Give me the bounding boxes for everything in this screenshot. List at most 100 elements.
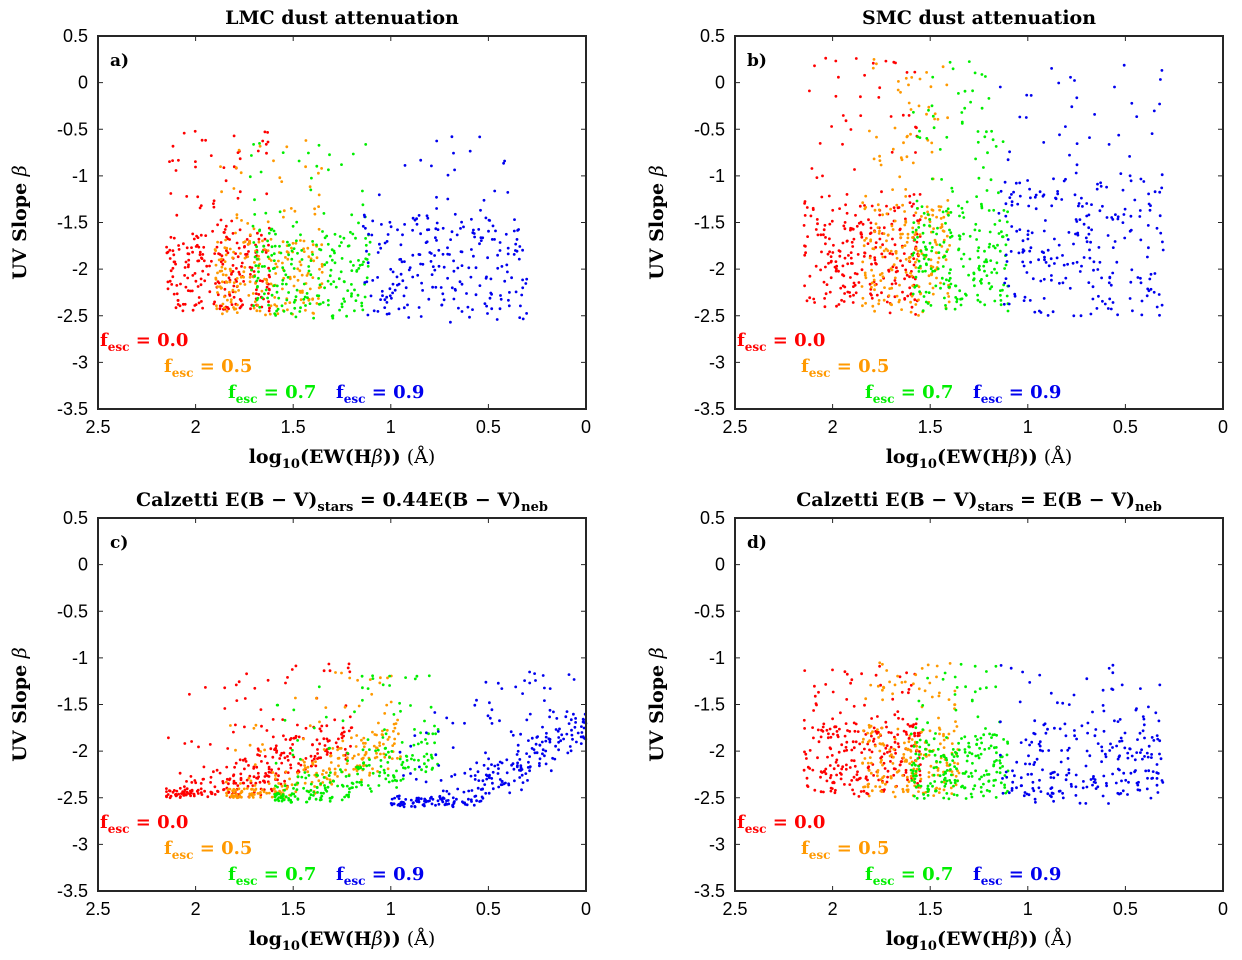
data-point (368, 771, 372, 775)
data-point (1088, 136, 1091, 140)
data-point (1026, 773, 1030, 776)
data-point (330, 258, 334, 262)
data-point (1025, 93, 1029, 97)
data-point (263, 248, 267, 251)
data-point (502, 161, 505, 165)
data-point (870, 717, 873, 720)
data-point (528, 712, 532, 716)
data-point (883, 255, 887, 259)
data-point (929, 258, 933, 262)
data-point (934, 789, 937, 793)
data-point (949, 268, 952, 271)
data-point (908, 275, 911, 279)
data-point (391, 744, 395, 747)
data-point (177, 244, 181, 247)
data-point (808, 89, 811, 93)
data-point (887, 294, 891, 298)
data-point (891, 228, 895, 231)
data-point (254, 781, 258, 785)
data-point (241, 758, 245, 762)
x-tick-label: 1.5 (918, 417, 943, 437)
data-point (431, 732, 435, 736)
data-point (1146, 755, 1150, 759)
data-point (516, 761, 519, 765)
data-point (234, 781, 238, 785)
data-point (182, 242, 185, 246)
data-point (430, 755, 434, 759)
data-point (921, 757, 925, 760)
data-point (509, 730, 513, 734)
data-point (1093, 113, 1096, 116)
data-point (957, 92, 960, 95)
data-point (430, 164, 433, 168)
data-point (898, 228, 902, 232)
y-tick-label: -3.5 (694, 881, 725, 901)
data-point (1076, 231, 1080, 235)
data-point (1044, 261, 1048, 264)
data-point (318, 742, 321, 746)
data-point (289, 800, 293, 804)
data-point (1027, 754, 1030, 758)
data-point (340, 163, 343, 167)
data-point (256, 231, 259, 235)
data-point (918, 77, 922, 81)
data-point (411, 228, 414, 232)
data-point (870, 750, 874, 754)
data-point (538, 762, 541, 765)
data-point (809, 214, 813, 218)
data-point (451, 746, 455, 749)
data-point (887, 268, 890, 272)
data-point (913, 794, 916, 798)
data-point (383, 771, 387, 775)
data-point (880, 790, 884, 793)
legend-subscript: esc (344, 392, 366, 406)
data-point (258, 780, 262, 784)
data-point (985, 773, 989, 776)
data-point (848, 291, 851, 294)
data-point (496, 772, 500, 775)
data-point (907, 83, 910, 87)
data-point (879, 245, 882, 249)
data-point (506, 191, 510, 194)
data-point (328, 274, 332, 278)
x-label-beta: β (1008, 928, 1020, 950)
data-point (417, 796, 420, 800)
data-point (191, 232, 195, 236)
data-point (401, 233, 404, 237)
data-point (199, 277, 203, 281)
data-point (1147, 705, 1150, 709)
data-point (1070, 785, 1073, 788)
data-point (267, 767, 271, 771)
data-point (274, 761, 278, 765)
data-point (223, 260, 227, 263)
data-point (415, 674, 419, 678)
data-point (1109, 742, 1112, 746)
data-point (947, 213, 950, 217)
data-point (1026, 179, 1029, 182)
data-point (252, 241, 256, 244)
data-point (445, 716, 449, 720)
data-point (268, 312, 272, 316)
data-point (891, 237, 894, 241)
data-point (212, 199, 216, 203)
data-point (903, 223, 907, 227)
data-point (519, 764, 523, 768)
data-point (302, 768, 306, 772)
data-point (1007, 284, 1011, 288)
data-point (867, 765, 871, 769)
data-point (351, 152, 355, 156)
data-point (270, 789, 274, 793)
data-point (296, 775, 300, 779)
data-point (852, 704, 856, 708)
data-point (969, 792, 973, 796)
data-point (873, 208, 877, 212)
data-point (515, 765, 519, 769)
data-point (1003, 180, 1007, 184)
data-point (327, 747, 331, 750)
data-point (1160, 173, 1164, 177)
data-point (944, 221, 947, 225)
data-point (213, 252, 217, 256)
data-point (304, 757, 308, 760)
data-point (481, 779, 485, 783)
legend-value: = 0.5 (830, 838, 889, 859)
